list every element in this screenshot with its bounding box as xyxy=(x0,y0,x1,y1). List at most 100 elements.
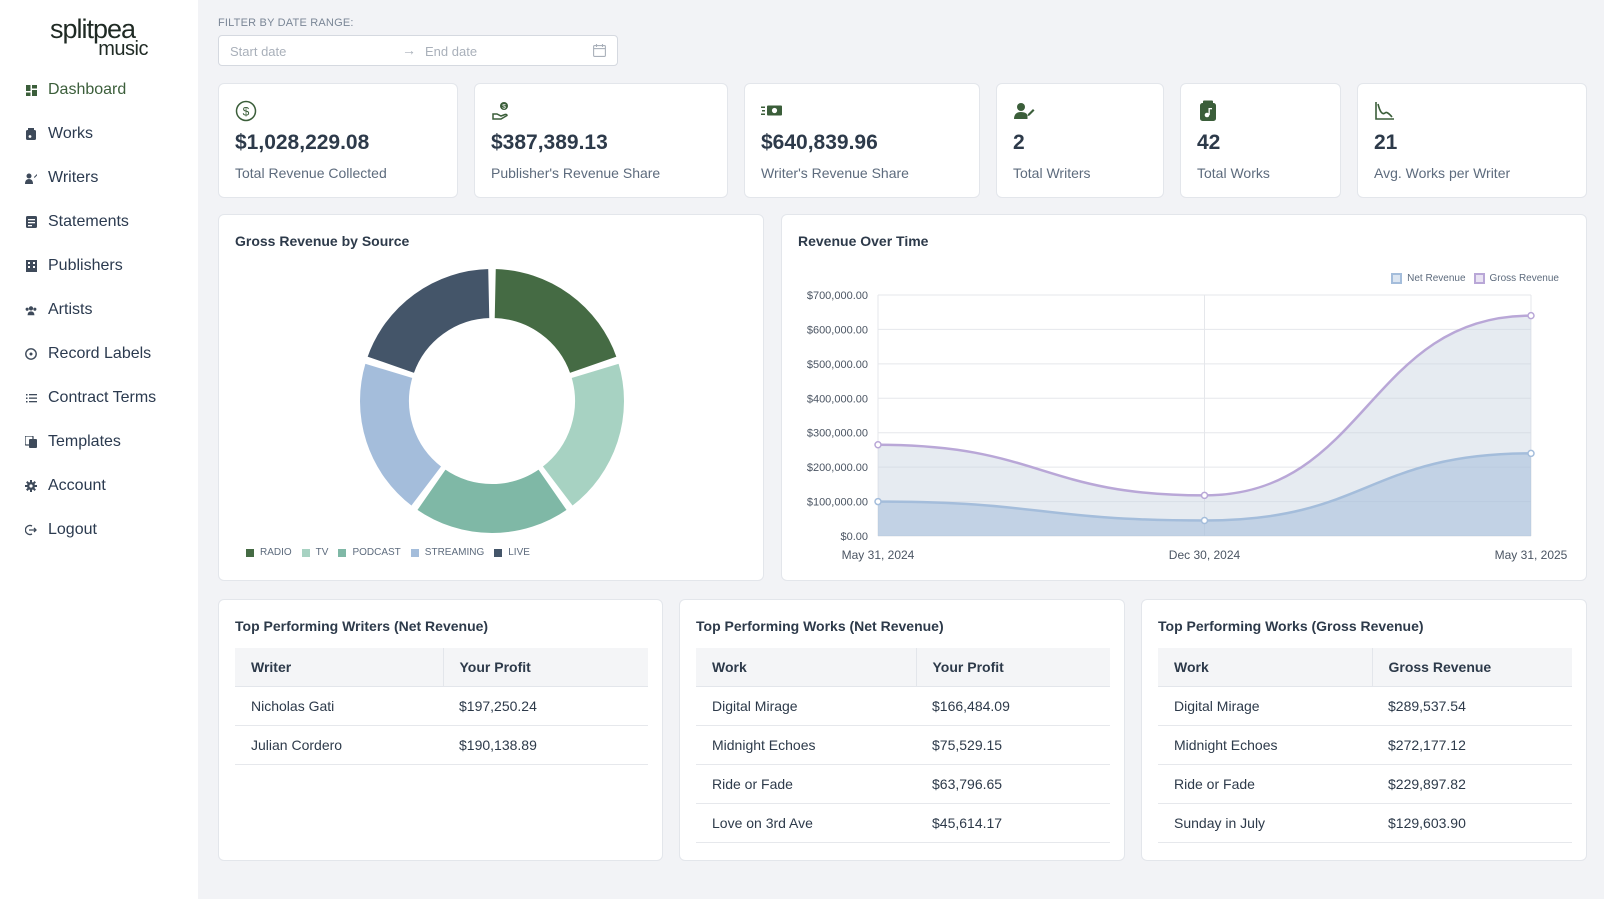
data-point[interactable] xyxy=(1527,311,1535,320)
legend-item-tv[interactable]: TV xyxy=(301,547,328,558)
date-range-picker[interactable]: Start date → End date xyxy=(218,35,618,66)
legend-item-radio[interactable]: RADIO xyxy=(246,547,292,558)
y-tick-label: $500,000.00 xyxy=(807,359,868,371)
donut-slice-streaming[interactable] xyxy=(358,361,444,508)
column-header-writer[interactable]: Writer xyxy=(235,648,444,687)
music-file-icon xyxy=(1197,100,1219,122)
users-icon xyxy=(25,304,37,316)
table-row[interactable]: Digital Mirage $166,484.09 xyxy=(696,686,1110,726)
sidebar-item-statements[interactable]: Statements xyxy=(0,200,198,244)
cell-value: $289,537.54 xyxy=(1372,686,1572,726)
data-point[interactable] xyxy=(874,497,882,506)
kpi-label: Writer's Revenue Share xyxy=(761,165,909,181)
legend-swatch xyxy=(338,548,347,557)
sidebar: splitpea music Dashboard Works Writers S… xyxy=(0,0,198,899)
sidebar-item-writers[interactable]: Writers xyxy=(0,156,198,200)
building-icon xyxy=(25,260,37,272)
kpi-value: 2 xyxy=(1013,131,1025,154)
cell-value: $129,603.90 xyxy=(1372,803,1572,843)
legend-label: Gross Revenue xyxy=(1489,273,1559,284)
line-gross-revenue[interactable] xyxy=(877,314,1532,497)
sidebar-item-label: Account xyxy=(48,477,106,494)
sidebar-item-dashboard[interactable]: Dashboard xyxy=(0,68,198,112)
legend-item-streaming[interactable]: STREAMING xyxy=(410,547,484,558)
sidebar-item-label: Publishers xyxy=(48,257,123,274)
dashboard-icon xyxy=(25,84,37,96)
legend-item-podcast[interactable]: PODCAST xyxy=(338,547,401,558)
cell-value: $75,529.15 xyxy=(916,725,1110,765)
cell-work: Digital Mirage xyxy=(696,686,916,726)
sidebar-item-account[interactable]: Account xyxy=(0,464,198,508)
cell-value: $190,138.89 xyxy=(443,725,648,765)
legend-label: Net Revenue xyxy=(1407,273,1466,284)
column-header-gross-revenue[interactable]: Gross Revenue xyxy=(1372,648,1572,687)
curve-chart-icon xyxy=(1374,100,1396,122)
table-row[interactable]: Midnight Echoes $272,177.12 xyxy=(1158,725,1572,765)
area-gross-revenue xyxy=(878,315,1531,536)
legend-label: PODCAST xyxy=(352,547,401,558)
kpi-card-total-works: 42 Total Works xyxy=(1180,83,1341,198)
legend-label: LIVE xyxy=(508,547,530,558)
sidebar-item-label: Artists xyxy=(48,301,93,318)
donut-slice-tv[interactable] xyxy=(540,361,626,508)
column-header-work[interactable]: Work xyxy=(696,648,917,687)
table-header-row: Work Gross Revenue xyxy=(1158,648,1572,687)
money-bill-icon xyxy=(761,100,783,122)
table-row[interactable]: Digital Mirage $289,537.54 xyxy=(1158,686,1572,726)
record-icon xyxy=(25,348,37,360)
sidebar-item-logout[interactable]: Logout xyxy=(0,508,198,552)
column-header-profit[interactable]: Your Profit xyxy=(916,648,1110,687)
sidebar-item-label: Writers xyxy=(48,169,99,186)
kpi-label: Total Works xyxy=(1197,165,1270,181)
logo[interactable]: splitpea music xyxy=(48,14,152,60)
legend-item-gross-revenue[interactable]: Gross Revenue xyxy=(1473,273,1559,284)
cell-work: Sunday in July xyxy=(1158,803,1372,843)
data-point[interactable] xyxy=(874,441,882,449)
gear-icon xyxy=(25,480,37,492)
table-row[interactable]: Love on 3rd Ave $45,614.17 xyxy=(696,803,1110,843)
legend-item-net-revenue[interactable]: Net Revenue xyxy=(1391,273,1466,284)
sidebar-item-artists[interactable]: Artists xyxy=(0,288,198,332)
sidebar-item-templates[interactable]: Templates xyxy=(0,420,198,464)
sidebar-item-works[interactable]: Works xyxy=(0,112,198,156)
table-header-row: Work Your Profit xyxy=(696,648,1110,687)
donut-slice-radio[interactable] xyxy=(492,267,619,376)
table-row[interactable]: Sunday in July $129,603.90 xyxy=(1158,803,1572,843)
y-tick-label: $700,000.00 xyxy=(807,290,868,302)
x-tick-label: Dec 30, 2024 xyxy=(1169,548,1241,562)
sidebar-item-label: Dashboard xyxy=(48,81,127,98)
legend-swatch xyxy=(246,548,254,557)
y-tick-label: $600,000.00 xyxy=(807,324,868,336)
table-title: Top Performing Writers (Net Revenue) xyxy=(235,618,489,634)
legend-swatch xyxy=(1391,273,1403,284)
donut-legend: RADIO TV PODCAST STREAMING LIVE xyxy=(246,547,540,558)
sidebar-item-publishers[interactable]: Publishers xyxy=(0,244,198,288)
data-point[interactable] xyxy=(1200,516,1209,525)
legend-item-live[interactable]: LIVE xyxy=(494,547,530,558)
donut-slice-podcast[interactable] xyxy=(415,467,569,535)
cell-value: $272,177.12 xyxy=(1372,725,1572,765)
line-chart: $700,000.00 $600,000.00 $500,000.00 $400,00… xyxy=(807,290,1568,562)
donut-slice-live[interactable] xyxy=(365,267,492,376)
legend-label: RADIO xyxy=(260,547,292,558)
table-row[interactable]: Ride or Fade $229,897.82 xyxy=(1158,764,1572,804)
table-row[interactable]: Midnight Echoes $75,529.15 xyxy=(696,725,1110,765)
start-date-input[interactable]: Start date xyxy=(230,44,287,59)
data-point[interactable] xyxy=(1527,449,1535,458)
sidebar-item-record-labels[interactable]: Record Labels xyxy=(0,332,198,376)
table-row[interactable]: Ride or Fade $63,796.65 xyxy=(696,764,1110,804)
cell-value: $166,484.09 xyxy=(916,686,1110,726)
data-point[interactable] xyxy=(1200,491,1209,500)
table-row[interactable]: Julian Cordero $190,138.89 xyxy=(235,725,648,765)
top-works-gross-card: Top Performing Works (Gross Revenue) Wor… xyxy=(1141,599,1587,861)
y-tick-label: $300,000.00 xyxy=(807,428,868,440)
column-header-profit[interactable]: Your Profit xyxy=(443,648,648,687)
column-header-work[interactable]: Work xyxy=(1158,648,1373,687)
table-row[interactable]: Nicholas Gati $197,250.24 xyxy=(235,686,648,726)
sidebar-item-contract-terms[interactable]: Contract Terms xyxy=(0,376,198,420)
end-date-input[interactable]: End date xyxy=(425,44,478,59)
cell-work: Digital Mirage xyxy=(1158,686,1372,726)
calendar-icon[interactable] xyxy=(593,44,606,57)
sidebar-item-label: Works xyxy=(48,125,94,142)
kpi-card-publisher-share: $ $387,389.13 Publisher's Revenue Share xyxy=(474,83,728,198)
